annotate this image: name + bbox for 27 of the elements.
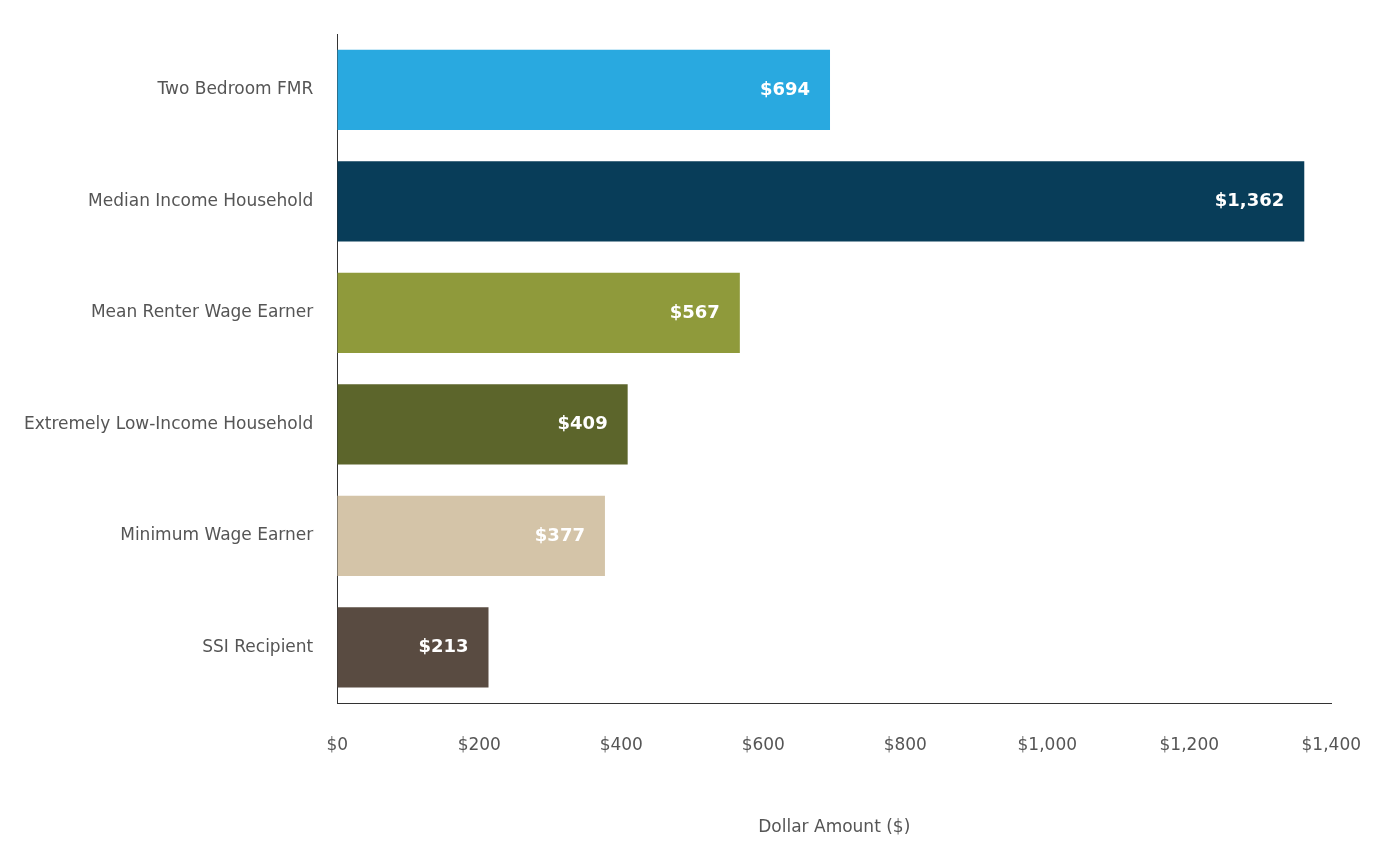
bar bbox=[337, 384, 628, 465]
x-tick-label: $0 bbox=[326, 733, 349, 754]
data-label: $377 bbox=[534, 523, 585, 545]
x-tick-label: $400 bbox=[599, 733, 643, 754]
x-tick-label: $200 bbox=[457, 733, 501, 754]
y-tick-label: Extremely Low-Income Household bbox=[23, 412, 314, 433]
y-tick-label: Mean Renter Wage Earner bbox=[90, 301, 314, 322]
x-tick-label: $800 bbox=[883, 733, 927, 754]
data-label: $694 bbox=[759, 77, 811, 99]
bar bbox=[337, 161, 1305, 242]
x-tick-label: $1,200 bbox=[1159, 733, 1219, 754]
y-tick-label: Median Income Household bbox=[88, 189, 314, 210]
data-label: $1,362 bbox=[1214, 189, 1285, 211]
y-tick-label: Minimum Wage Earner bbox=[120, 524, 314, 545]
bar bbox=[337, 607, 489, 688]
x-tick-label: $600 bbox=[741, 733, 785, 754]
x-axis-title: Dollar Amount ($) bbox=[758, 816, 911, 837]
y-tick-label: SSI Recipient bbox=[202, 635, 314, 656]
y-tick-label: Two Bedroom FMR bbox=[156, 78, 314, 99]
bar bbox=[337, 495, 605, 577]
data-label: $567 bbox=[669, 300, 720, 322]
bar bbox=[337, 272, 740, 354]
data-label: $409 bbox=[557, 412, 608, 434]
x-tick-label: $1,000 bbox=[1017, 733, 1078, 754]
x-tick-label: $1,400 bbox=[1301, 733, 1361, 754]
data-label: $213 bbox=[418, 635, 469, 657]
bar bbox=[337, 49, 831, 131]
